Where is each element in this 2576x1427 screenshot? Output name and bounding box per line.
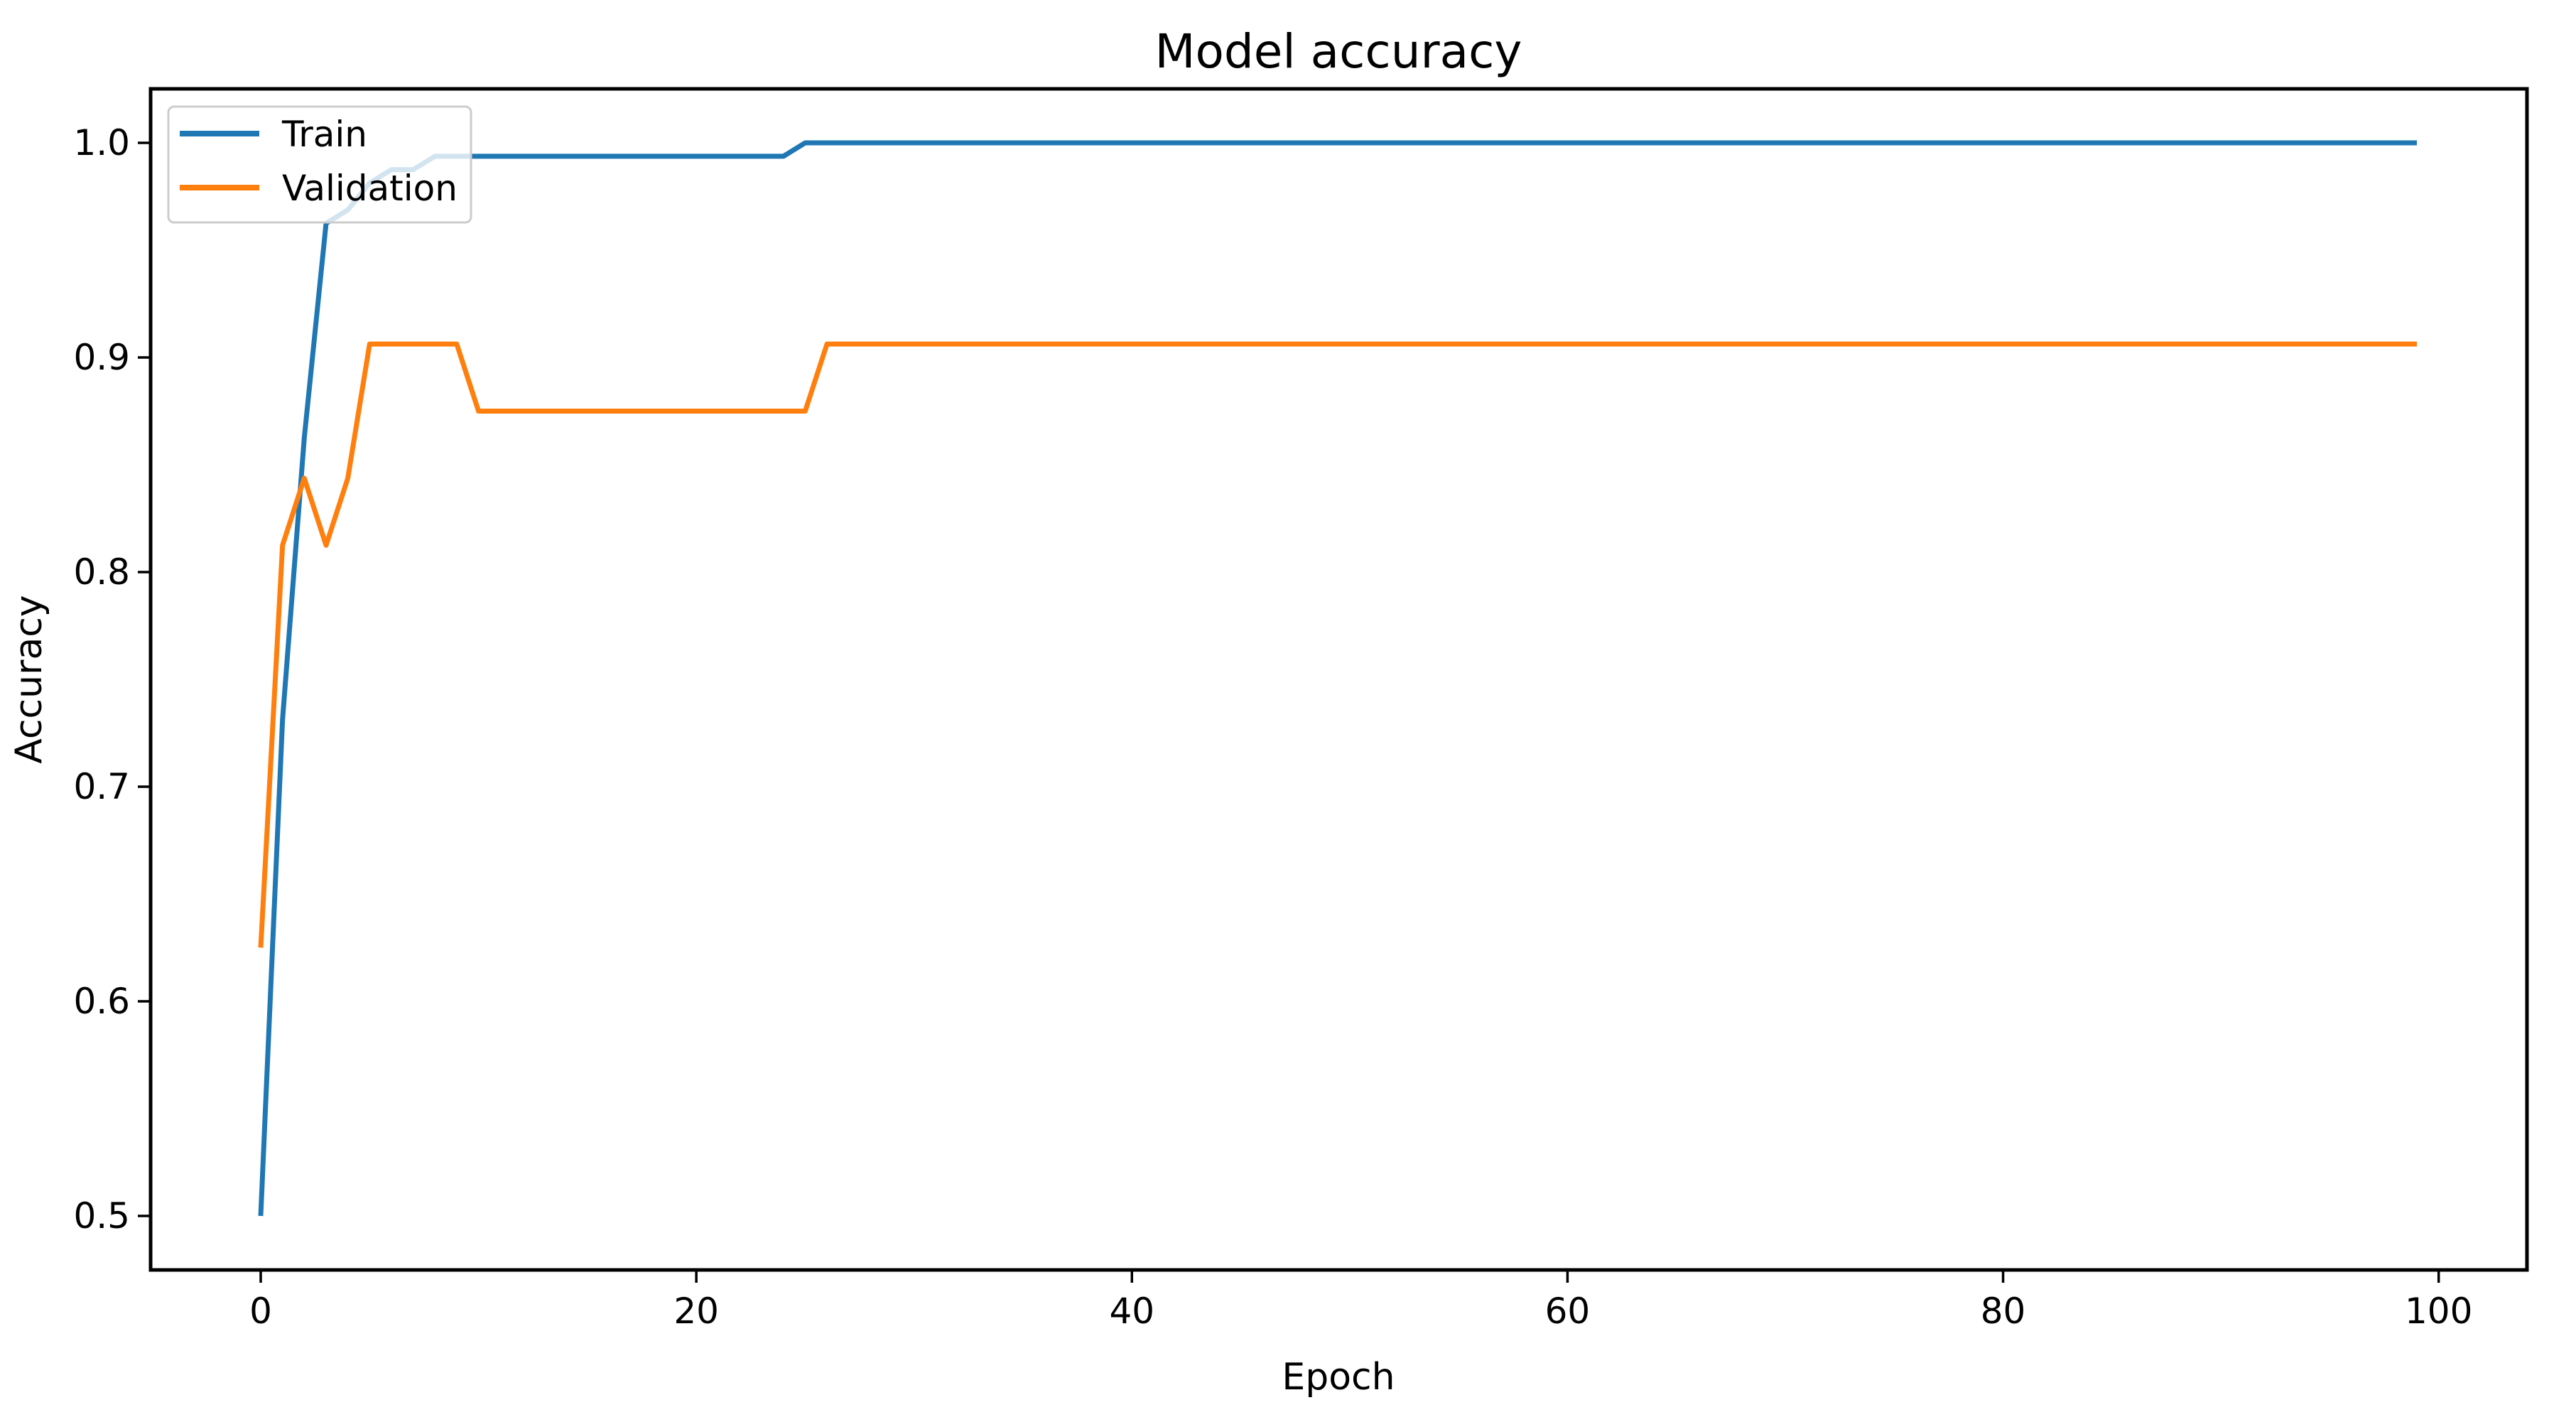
y-tick-label-0.5: 0.5 (73, 1195, 130, 1237)
y-axis-label: Accuracy (8, 595, 50, 763)
x-tick-label-0: 0 (249, 1291, 272, 1332)
x-tick-label-80: 80 (1981, 1291, 2026, 1332)
x-tick-label-20: 20 (673, 1291, 719, 1332)
x-axis-label: Epoch (1282, 1356, 1395, 1399)
axes-spines (148, 87, 2529, 1272)
legend: Train Validation (167, 105, 472, 224)
series-layer (258, 140, 2417, 1217)
chart-title: Model accuracy (1155, 24, 1522, 79)
y-tick-label-0.7: 0.7 (73, 766, 130, 807)
x-tick-label-60: 60 (1545, 1291, 1591, 1332)
y-tick-label-0.6: 0.6 (73, 981, 130, 1022)
axes-layer: 0 20 40 60 80 100 0.5 0.6 0.7 0.8 0.9 1.0 (73, 87, 2529, 1332)
x-tick-label-100: 100 (2405, 1291, 2472, 1332)
y-tick-label-0.8: 0.8 (73, 551, 130, 593)
validation-series-line (258, 341, 2417, 948)
legend-label-validation: Validation (282, 168, 458, 209)
x-tick-label-40: 40 (1109, 1291, 1154, 1332)
y-tick-label-0.9: 0.9 (73, 337, 130, 378)
y-tick-label-1: 1.0 (73, 122, 130, 163)
train-series-line (258, 140, 2417, 1217)
legend-label-train: Train (281, 114, 367, 155)
